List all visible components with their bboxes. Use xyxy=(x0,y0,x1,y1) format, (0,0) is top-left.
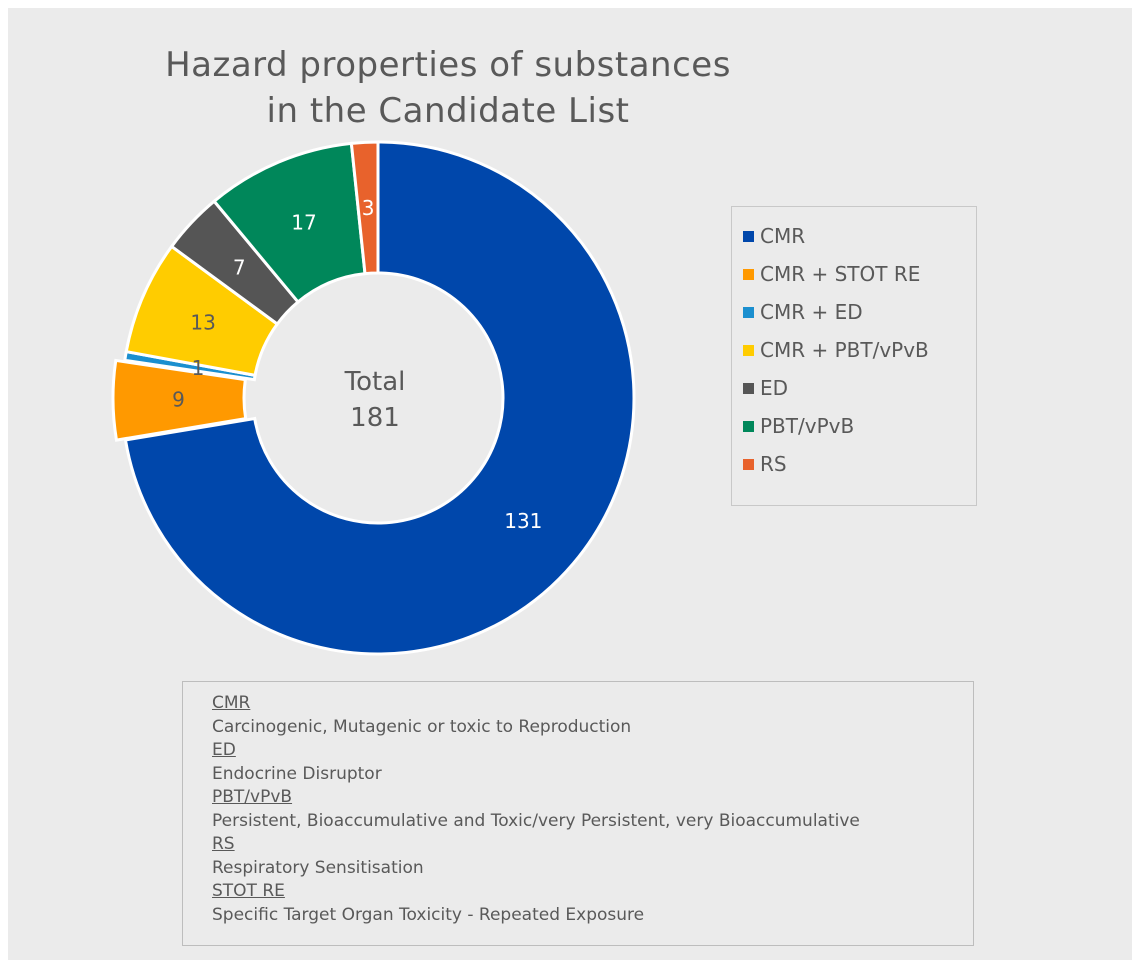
legend-item-ed: ED xyxy=(743,369,976,407)
chart-title-line-2: in the Candidate List xyxy=(266,91,630,131)
legend-swatch xyxy=(743,306,754,318)
legend-item-cmr-stot-re: CMR + STOT RE xyxy=(743,255,976,293)
legend-item-rs: RS xyxy=(743,445,976,483)
legend-swatch xyxy=(743,420,754,432)
center-total-value: 181 xyxy=(350,403,400,433)
data-label-cmr: 131 xyxy=(504,509,542,533)
legend-label: CMR xyxy=(760,224,806,248)
glossary-definition-ed: Endocrine Disruptor xyxy=(212,763,382,784)
glossary-definition-cmr: Carcinogenic, Mutagenic or toxic to Repr… xyxy=(212,716,632,737)
legend-label: CMR + PBT/vPvB xyxy=(760,338,929,362)
data-label-cmr-ed: 1 xyxy=(192,356,205,380)
slice-rs xyxy=(349,140,380,276)
data-label-cmr-pbt-vpvb: 13 xyxy=(190,310,215,334)
glossary-definition-stot-re: Specific Target Organ Toxicity - Repeate… xyxy=(212,904,645,925)
legend-item-cmr-ed: CMR + ED xyxy=(743,293,976,331)
legend-label: ED xyxy=(760,376,789,400)
legend-swatch xyxy=(743,458,754,470)
chart-legend: CMR CMR + STOT RE CMR + ED CMR + PBT/vPvB ED… xyxy=(731,206,977,506)
donut-chart: 131 91 13 7 17 3 Total 181 xyxy=(111,140,636,656)
legend-item-cmr-pbt-vpvb: CMR + PBT/vPvB xyxy=(743,331,976,369)
glossary-term-ed: ED xyxy=(212,740,236,760)
data-label-pbt-vpvb: 17 xyxy=(291,210,316,234)
chart-title-line-1: Hazard properties of substances xyxy=(165,45,731,85)
legend-swatch xyxy=(743,382,754,394)
legend-label: PBT/vPvB xyxy=(760,414,855,438)
data-label-ed: 7 xyxy=(233,255,246,279)
legend-swatch xyxy=(743,230,754,242)
legend-label: CMR + ED xyxy=(760,300,863,324)
chart-title: Hazard properties of substances in the C… xyxy=(108,42,788,134)
glossary-definition-pbt-vpvb: Persistent, Bioaccumulative and Toxic/ve… xyxy=(212,810,860,831)
data-label-cmr-stot-re: 9 xyxy=(172,388,185,412)
glossary-term-stot-re: STOT RE xyxy=(212,881,285,901)
legend-item-pbt-vpvb: PBT/vPvB xyxy=(743,407,976,445)
glossary-term-cmr: CMR xyxy=(212,693,251,713)
legend-swatch xyxy=(743,268,754,280)
legend-item-cmr: CMR xyxy=(743,217,976,255)
chart-panel: Hazard properties of substances in the C… xyxy=(8,8,1132,960)
legend-swatch xyxy=(743,344,754,356)
data-label-rs: 3 xyxy=(362,196,375,220)
glossary-term-pbt-vpvb: PBT/vPvB xyxy=(212,787,293,807)
slice-cmr xyxy=(123,140,636,656)
legend-label: CMR + STOT RE xyxy=(760,262,921,286)
glossary-term-rs: RS xyxy=(212,834,235,854)
center-total-label: Total xyxy=(344,367,406,397)
glossary-box: CMR Carcinogenic, Mutagenic or toxic to R… xyxy=(182,681,974,946)
legend-label: RS xyxy=(760,452,787,476)
glossary-definition-rs: Respiratory Sensitisation xyxy=(212,857,424,878)
